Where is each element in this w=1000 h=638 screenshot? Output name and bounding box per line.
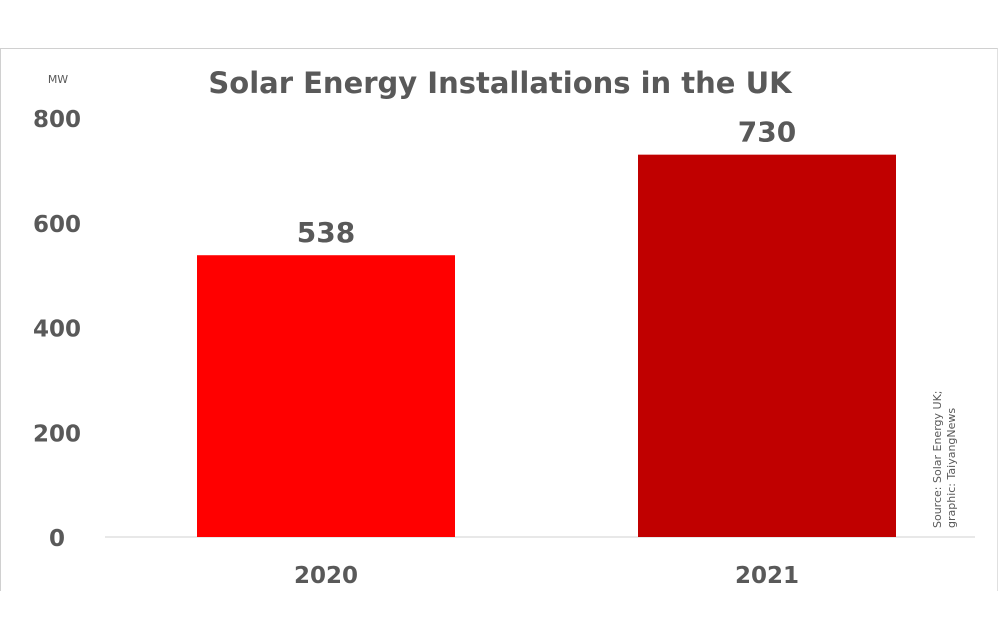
- source-line-2: graphic: TaiyangNews: [945, 408, 958, 528]
- x-tick-label: 2021: [735, 563, 799, 589]
- y-tick-label: 0: [49, 526, 65, 552]
- source-line-1: Source: Solar Energy UK;: [931, 391, 944, 529]
- chart-frame: [0, 48, 998, 591]
- y-axis-unit: MW: [48, 73, 68, 86]
- data-label: 730: [738, 116, 796, 149]
- y-tick-label: 800: [33, 107, 81, 133]
- data-label: 538: [297, 216, 355, 249]
- y-tick-label: 200: [33, 421, 81, 447]
- bar-2021: [638, 154, 896, 537]
- x-tick-label: 2020: [294, 563, 358, 589]
- bar-2020: [197, 255, 455, 537]
- y-tick-label: 400: [33, 317, 81, 343]
- y-tick-label: 600: [33, 212, 81, 238]
- chart-title: Solar Energy Installations in the UK: [208, 66, 793, 100]
- source-note: Source: Solar Energy UK; graphic: Taiyan…: [931, 391, 958, 529]
